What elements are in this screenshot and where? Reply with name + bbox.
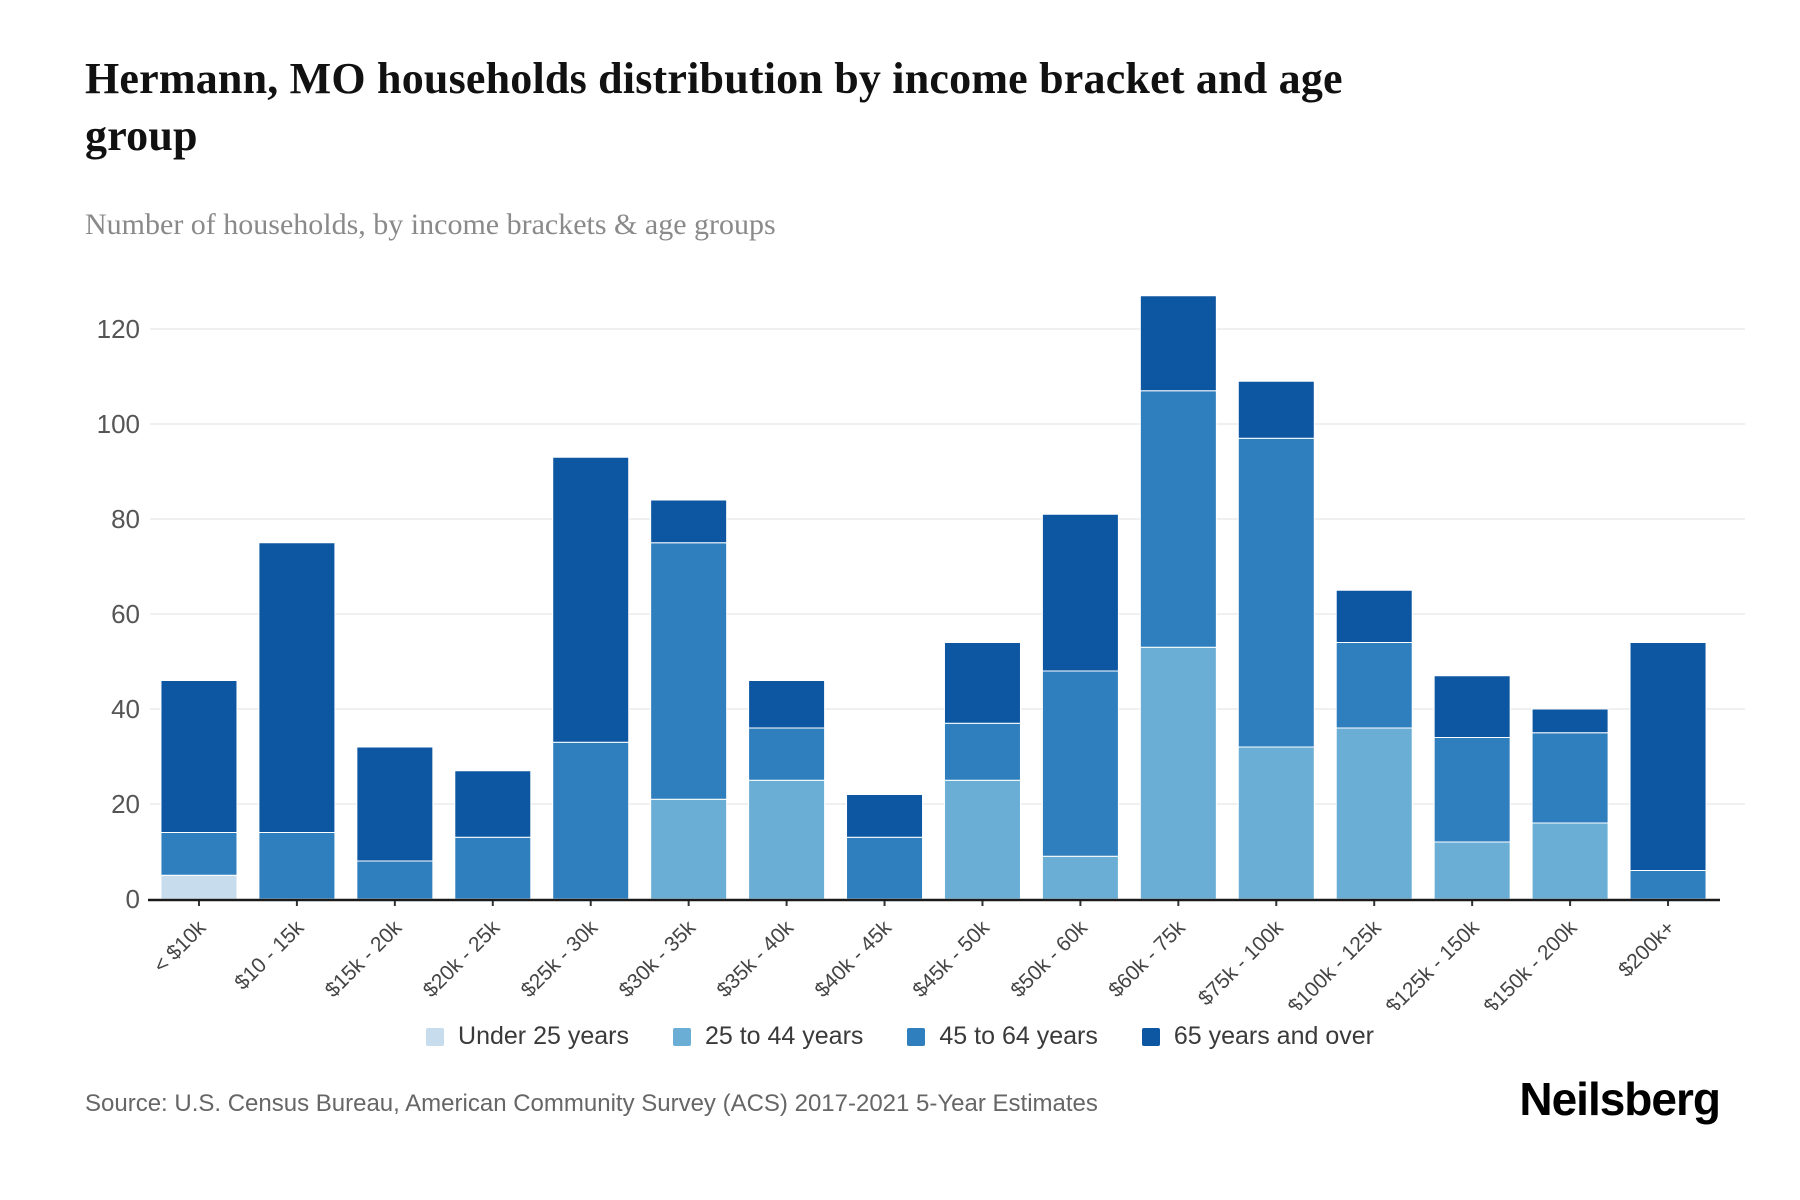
x-axis-category-label: $25k - 30k — [517, 916, 603, 1002]
legend-item[interactable]: 65 years and over — [1141, 1022, 1374, 1051]
bar-segment[interactable] — [356, 746, 434, 862]
x-axis-category-label: $200k+ — [1614, 916, 1679, 981]
bar-segment[interactable] — [1237, 380, 1315, 439]
chart-subtitle: Number of households, by income brackets… — [85, 208, 776, 241]
bar-segment[interactable] — [160, 832, 238, 876]
bar-segment[interactable] — [1433, 737, 1511, 843]
legend-item[interactable]: 45 to 64 years — [907, 1022, 1098, 1051]
legend-item[interactable]: 25 to 44 years — [672, 1022, 864, 1051]
bar-segment[interactable] — [943, 779, 1021, 900]
bar-segment[interactable] — [356, 860, 434, 900]
legend-label: 65 years and over — [1173, 1022, 1374, 1050]
bar-segment[interactable] — [1139, 646, 1217, 900]
x-axis-category-label: $40k - 45k — [810, 916, 896, 1002]
bar-segment[interactable] — [258, 542, 336, 833]
bar-segment[interactable] — [1041, 670, 1119, 857]
y-axis-tick-label: 40 — [111, 694, 140, 724]
x-axis-category-label: $30k - 35k — [615, 916, 701, 1002]
bar-segment[interactable] — [943, 722, 1021, 781]
x-axis-category-label: $100k - 125k — [1284, 916, 1386, 1010]
x-axis-category-label: $35k - 40k — [713, 916, 799, 1002]
bar-segment[interactable] — [1629, 642, 1707, 871]
bar-segment[interactable] — [846, 794, 924, 838]
bar-segment[interactable] — [160, 874, 238, 900]
chart-title: Hermann, MO households distribution by i… — [85, 54, 1343, 161]
x-axis-category-label: $125k - 150k — [1382, 916, 1484, 1010]
bar-segment[interactable] — [1433, 841, 1511, 900]
bar-segment[interactable] — [160, 680, 238, 833]
stacked-bar-chart: 0 20 40 60 80 100 120 < $10k $10 - 15k $15k - 20k… — [97, 295, 1745, 1010]
y-axis-tick-label: 100 — [97, 409, 140, 439]
x-axis-category-label: $75k - 100k — [1194, 916, 1288, 1010]
bar-segment[interactable] — [1237, 437, 1315, 748]
bar-segment[interactable] — [1629, 870, 1707, 900]
x-axis-category-label: $15k - 20k — [321, 916, 407, 1002]
legend-label: 25 to 44 years — [704, 1022, 864, 1050]
bar-segment[interactable] — [1433, 675, 1511, 738]
bar-segment[interactable] — [650, 499, 728, 544]
bar-segment[interactable] — [552, 741, 630, 900]
legend-swatch-icon — [672, 1027, 691, 1046]
bar-segment[interactable] — [454, 836, 532, 900]
x-axis-category-label: $20k - 25k — [419, 916, 505, 1002]
chart-footer: Source: U.S. Census Bureau, American Com… — [85, 1072, 1721, 1126]
bar-segment[interactable] — [552, 456, 630, 743]
y-axis-tick-label: 20 — [111, 789, 140, 819]
bar-segment[interactable] — [650, 542, 728, 800]
bar-segment[interactable] — [258, 832, 336, 900]
legend-swatch-icon — [907, 1027, 926, 1046]
bar-segment[interactable] — [943, 642, 1021, 724]
neilsberg-logo: Neilsberg — [1519, 1073, 1721, 1125]
x-axis-category-label: $50k - 60k — [1006, 916, 1092, 1002]
bar-segment[interactable] — [1531, 822, 1609, 900]
chart-legend: Under 25 years 25 to 44 years 45 to 64 yea… — [0, 1022, 1800, 1051]
legend-swatch-icon — [426, 1027, 445, 1046]
bar-segment[interactable] — [1139, 295, 1217, 392]
y-axis-tick-label: 80 — [111, 504, 140, 534]
y-axis-tick-label: 0 — [126, 884, 140, 914]
bar-segment[interactable] — [1041, 855, 1119, 900]
bar-segment[interactable] — [1531, 708, 1609, 734]
bar-segment[interactable] — [454, 770, 532, 838]
x-axis-category-label: < $10k — [149, 916, 211, 978]
bar-segment[interactable] — [748, 680, 826, 729]
x-axis-category-label: $60k - 75k — [1104, 916, 1190, 1002]
legend-swatch-icon — [1141, 1027, 1160, 1046]
bar-segment[interactable] — [1237, 746, 1315, 900]
bar-segment[interactable] — [1531, 732, 1609, 824]
legend-label: 45 to 64 years — [939, 1022, 1098, 1050]
bar-segment[interactable] — [846, 836, 924, 900]
bar-segment[interactable] — [650, 798, 728, 900]
x-axis-category-label: $10 - 15k — [230, 916, 309, 995]
y-axis-tick-label: 120 — [97, 314, 140, 344]
x-axis-category-label: $150k - 200k — [1480, 916, 1582, 1010]
legend-label: Under 25 years — [458, 1022, 629, 1050]
x-axis-category-label: $45k - 50k — [908, 916, 994, 1002]
bar-segment[interactable] — [1139, 390, 1217, 648]
bar-segment[interactable] — [1041, 513, 1119, 672]
bar-segment[interactable] — [748, 727, 826, 781]
legend-item[interactable]: Under 25 years — [426, 1022, 629, 1051]
bar-segment[interactable] — [1335, 727, 1413, 900]
bar-segment[interactable] — [1335, 642, 1413, 729]
bar-segment[interactable] — [1335, 589, 1413, 643]
y-axis-tick-label: 60 — [111, 599, 140, 629]
source-attribution: Source: U.S. Census Bureau, American Com… — [85, 1090, 1098, 1117]
bar-segment[interactable] — [748, 779, 826, 900]
